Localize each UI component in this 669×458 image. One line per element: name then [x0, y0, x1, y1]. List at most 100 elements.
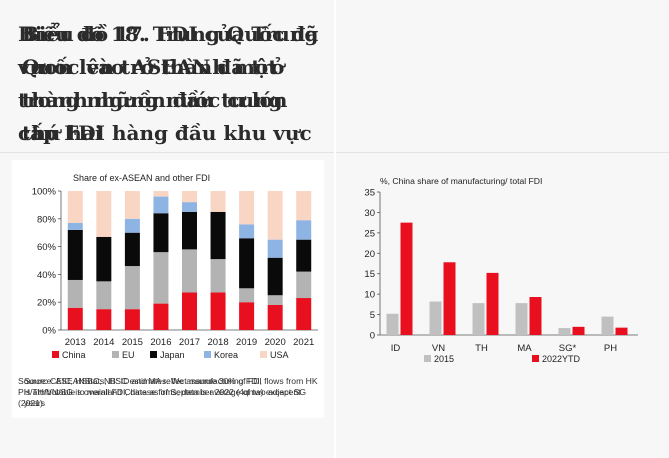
- bar-usa-2021: [296, 191, 312, 221]
- bar-eu-2015: [124, 266, 140, 310]
- bar-china-2017: [182, 292, 197, 330]
- y-tick-label: 0: [370, 331, 375, 342]
- fdi-share-stacked-chart: Share of ex-ASEAN and other FDI 0% 20% 40% 6…: [32, 173, 318, 360]
- bar-eu-2013: [67, 279, 83, 308]
- bar-2015-PH: [601, 316, 614, 335]
- bar-china-2015: [124, 309, 140, 330]
- china-fdi-share-chart: %, China share of manufacturing/ total F…: [364, 176, 638, 364]
- x-tick-label: 2013: [65, 337, 86, 348]
- bar-2022ytd-VN: [443, 262, 456, 335]
- bar-2015-SG: [558, 328, 571, 335]
- bar-usa-2019: [239, 191, 255, 225]
- bar-korea-2017: [182, 202, 197, 212]
- legend-swatch-eu: [112, 351, 119, 358]
- bar-japan-2016: [153, 213, 169, 253]
- y-tick-label: 60%: [37, 242, 57, 253]
- legend-label: EU: [122, 350, 135, 360]
- x-tick-label: SG*: [559, 343, 577, 354]
- x-tick-label: 2018: [207, 337, 228, 348]
- bar-china-2021: [296, 298, 312, 330]
- bar-2015-TH: [472, 303, 485, 335]
- bar-eu-2014: [96, 281, 112, 310]
- y-tick-label: 80%: [37, 214, 57, 225]
- bar-usa-2015: [124, 191, 140, 219]
- legend-swatch-japan: [150, 351, 157, 358]
- bar-2022ytd-SG: [572, 326, 585, 335]
- y-tick-label: 20: [364, 249, 375, 260]
- bar-2015-MA: [515, 303, 528, 335]
- legend-label: Japan: [160, 350, 185, 360]
- bar-eu-2020: [267, 295, 283, 305]
- bar-china-2020: [267, 304, 283, 330]
- x-tick-label: 2021: [293, 337, 314, 348]
- x-tick-label: 2016: [150, 337, 171, 348]
- x-tick-label: 2014: [93, 337, 114, 348]
- x-tick-label: 2019: [236, 337, 257, 348]
- bar-japan-2015: [124, 232, 140, 267]
- x-tick-label: 2020: [265, 337, 286, 348]
- bar-2022ytd-ID: [400, 222, 413, 335]
- bar-china-2019: [239, 302, 255, 330]
- right-chart-heading: Biểu đồ 18. Trung Quốc đã vươn lên trở t…: [18, 22, 319, 145]
- y-tick-label: 5: [370, 310, 375, 321]
- legend-label: 2022YTD: [542, 354, 581, 364]
- bar-usa-2020: [267, 191, 283, 240]
- bar-china-2013: [67, 307, 83, 330]
- bar-usa-2013: [67, 191, 83, 223]
- legend-swatch-usa: [260, 351, 267, 358]
- bar-2015-VN: [429, 301, 442, 335]
- y-tick-label: 30: [364, 208, 375, 219]
- legend-swatch-2015: [424, 355, 431, 362]
- bar-korea-2015: [124, 218, 140, 233]
- bar-eu-2017: [182, 249, 197, 293]
- bar-usa-2018: [210, 191, 226, 212]
- y-tick-label: 35: [364, 188, 375, 199]
- bar-korea-2019: [239, 224, 255, 239]
- bar-china-2016: [153, 303, 169, 330]
- bar-japan-2021: [296, 239, 312, 272]
- y-tick-label: 10: [364, 290, 375, 301]
- x-tick-label: 2017: [179, 337, 200, 348]
- legend-label: 2015: [434, 354, 454, 364]
- bar-japan-2014: [96, 236, 112, 282]
- y-tick-label: 15: [364, 269, 375, 280]
- x-tick-label: MA: [517, 343, 532, 354]
- y-tick-label: 20%: [37, 298, 57, 309]
- bar-japan-2020: [267, 257, 283, 296]
- legend-label: USA: [270, 350, 289, 360]
- y-tick-label: 25: [364, 228, 375, 239]
- right-heading-rule: [336, 152, 669, 153]
- bar-japan-2013: [67, 229, 83, 280]
- bar-japan-2018: [210, 211, 226, 260]
- bar-korea-2021: [296, 220, 312, 240]
- left-chart-heading: Biểu đồ 17. FDI của Trung Quốc vào ASEAN…: [22, 22, 319, 145]
- bar-korea-2016: [153, 196, 169, 214]
- bar-2022ytd-PH: [615, 327, 628, 335]
- legend-label: Korea: [214, 350, 238, 360]
- y-tick-label: 100%: [32, 187, 57, 198]
- chart-title: %, China share of manufacturing/ total F…: [380, 176, 542, 186]
- left-source-note: Source: ASEANStats, HSC estimates. We as…: [24, 376, 318, 408]
- left-heading-rule: [0, 152, 334, 153]
- bar-japan-2019: [239, 238, 255, 289]
- legend-swatch-2022ytd: [532, 355, 539, 362]
- x-tick-label: ID: [391, 343, 401, 354]
- bar-china-2014: [96, 309, 112, 330]
- legend-label: China: [62, 350, 86, 360]
- bar-china-2018: [210, 292, 226, 330]
- right-source-note: Source: CEIC, HSBC; NB: ID and MA reflec…: [18, 376, 307, 408]
- bar-japan-2017: [182, 211, 197, 250]
- bar-eu-2021: [296, 271, 312, 299]
- bar-2015-ID: [386, 313, 399, 335]
- y-tick-label: 0%: [42, 326, 56, 337]
- bar-eu-2018: [210, 259, 226, 293]
- x-tick-label: VN: [432, 343, 445, 354]
- bar-2022ytd-TH: [486, 272, 499, 335]
- bar-usa-2014: [96, 191, 112, 237]
- y-tick-label: 40%: [37, 270, 57, 281]
- bar-eu-2016: [153, 252, 169, 304]
- x-tick-label: 2015: [122, 337, 143, 348]
- legend-swatch-korea: [204, 351, 211, 358]
- right-panel: [336, 0, 669, 458]
- panel-divider: [334, 0, 336, 458]
